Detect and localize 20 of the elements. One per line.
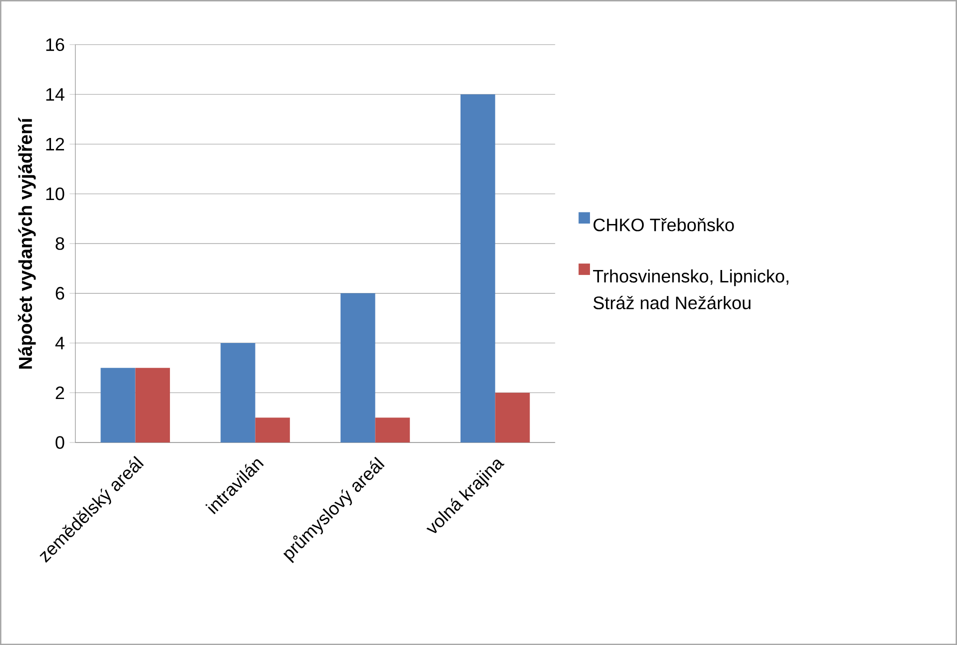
bar [100,368,136,442]
bar [255,418,290,442]
bar [135,368,170,442]
y-tick-label: 14 [46,88,64,101]
y-tick-label: 0 [56,436,64,449]
y-tick-label: 12 [46,138,64,150]
bar [220,342,256,442]
y-tick-label: 10 [46,187,64,200]
y-tick-label: 6 [56,286,64,300]
legend-label: CHKO Třeboňsko [594,218,734,232]
y-tick-label: 16 [46,38,64,51]
legend-label: Trhosvinensko, Lipnicko, Stráž nad Nežárkou [593,269,788,310]
bar [460,94,496,442]
y-axis-title: Nápočet vydaných vyjádření [18,117,36,369]
bar [495,392,530,442]
y-tick-label: 4 [55,336,64,350]
y-tick-label: 8 [56,237,64,250]
bar [375,418,410,442]
y-tick-label: 2 [56,386,64,400]
bar [340,293,376,442]
